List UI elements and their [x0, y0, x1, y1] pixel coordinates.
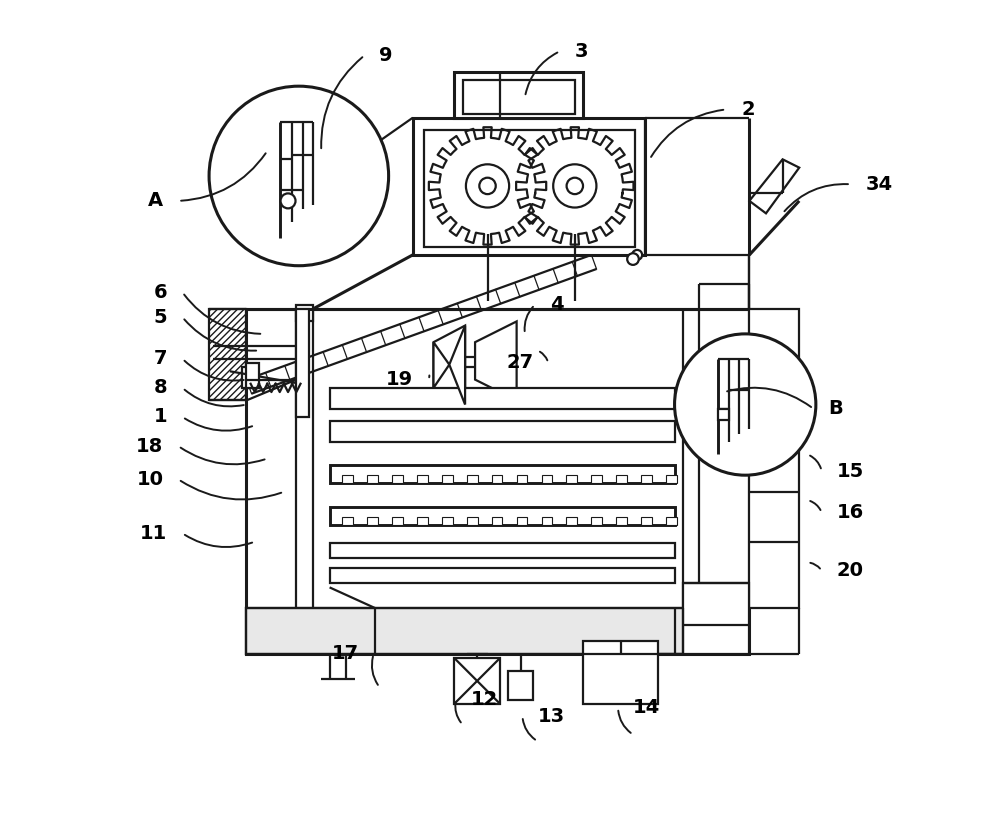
Bar	[666, 517, 677, 525]
Bar	[666, 475, 677, 484]
Bar	[242, 367, 257, 388]
Polygon shape	[434, 342, 449, 388]
Circle shape	[479, 178, 496, 194]
Text: 4: 4	[550, 295, 563, 314]
Bar	[330, 568, 675, 583]
Circle shape	[627, 254, 639, 265]
Polygon shape	[749, 159, 799, 214]
Bar	[392, 475, 403, 484]
Bar	[508, 671, 533, 700]
Text: 6: 6	[154, 283, 168, 302]
Text: 34: 34	[866, 175, 893, 193]
Bar	[246, 608, 749, 654]
Text: 9: 9	[379, 46, 393, 65]
Bar	[413, 118, 645, 255]
Text: 15: 15	[837, 461, 864, 480]
Polygon shape	[475, 321, 517, 400]
Bar	[542, 517, 552, 525]
Circle shape	[553, 164, 596, 208]
Text: 16: 16	[837, 503, 864, 522]
Bar	[517, 475, 527, 484]
Bar	[246, 309, 749, 654]
Circle shape	[632, 250, 642, 260]
Bar	[246, 363, 259, 388]
Bar	[454, 72, 583, 118]
Text: 17: 17	[332, 645, 359, 663]
Text: 27: 27	[506, 354, 533, 373]
Bar	[296, 309, 309, 417]
Text: 1: 1	[154, 408, 168, 426]
Text: B: B	[828, 399, 843, 418]
Text: 2: 2	[741, 100, 755, 119]
Bar	[542, 475, 552, 484]
Bar	[616, 517, 627, 525]
Bar	[517, 517, 527, 525]
Bar	[442, 475, 453, 484]
Bar	[463, 80, 575, 113]
Bar	[246, 608, 749, 654]
Bar	[342, 475, 353, 484]
Bar	[749, 309, 799, 608]
Text: 11: 11	[140, 524, 168, 543]
Bar	[566, 475, 577, 484]
Bar	[683, 583, 749, 654]
Text: A: A	[148, 191, 163, 210]
Bar	[417, 475, 428, 484]
Bar	[718, 409, 729, 420]
Text: 5: 5	[154, 308, 168, 327]
Bar	[492, 475, 502, 484]
Text: 14: 14	[633, 698, 660, 717]
Text: 19: 19	[386, 370, 413, 389]
Bar	[641, 517, 652, 525]
Polygon shape	[449, 325, 465, 404]
Bar	[442, 517, 453, 525]
Bar	[330, 388, 675, 409]
Bar	[591, 475, 602, 484]
Bar	[209, 309, 246, 400]
Circle shape	[209, 86, 389, 266]
Bar	[566, 517, 577, 525]
Bar	[330, 543, 675, 558]
Bar	[467, 517, 478, 525]
Text: 20: 20	[837, 561, 864, 580]
Bar	[367, 517, 378, 525]
Text: 12: 12	[471, 690, 498, 709]
Text: 10: 10	[136, 470, 163, 489]
Bar	[641, 475, 652, 484]
Bar	[367, 475, 378, 484]
Bar	[583, 641, 658, 704]
Text: 18: 18	[136, 436, 163, 455]
Bar	[330, 465, 675, 484]
Bar	[330, 507, 675, 525]
Bar	[467, 475, 478, 484]
Bar	[296, 304, 313, 321]
Text: 7: 7	[154, 349, 168, 369]
Circle shape	[466, 164, 509, 208]
Bar	[342, 517, 353, 525]
Text: 13: 13	[537, 706, 565, 726]
Text: 8: 8	[154, 379, 168, 398]
Bar	[417, 517, 428, 525]
Bar	[591, 517, 602, 525]
Circle shape	[567, 178, 583, 194]
Bar	[330, 421, 675, 442]
Circle shape	[675, 334, 816, 475]
Polygon shape	[434, 325, 465, 404]
Text: 3: 3	[575, 42, 588, 61]
Bar	[616, 475, 627, 484]
Bar	[424, 130, 635, 247]
Bar	[492, 517, 502, 525]
Bar	[454, 658, 500, 704]
Bar	[392, 517, 403, 525]
Circle shape	[281, 193, 296, 208]
